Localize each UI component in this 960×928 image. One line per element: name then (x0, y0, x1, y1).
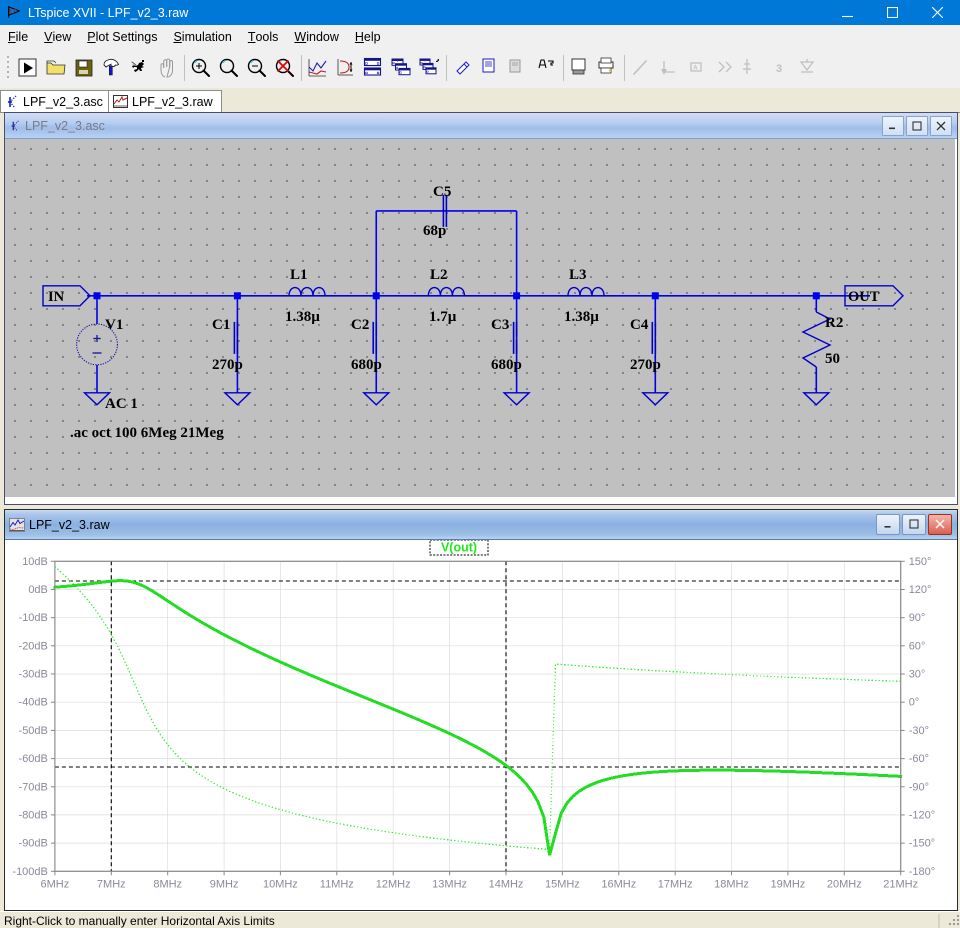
svg-text:1.7µ: 1.7µ (429, 309, 457, 325)
svg-text:LT: LT (8, 8, 17, 15)
svg-text:-40dB: -40dB (19, 697, 48, 709)
svg-text:0°: 0° (909, 697, 920, 709)
svg-text:16MHz: 16MHz (601, 878, 636, 890)
svg-text:90°: 90° (909, 612, 926, 624)
svg-text:150°: 150° (909, 556, 932, 568)
svg-text:10MHz: 10MHz (263, 878, 298, 890)
svg-text:13MHz: 13MHz (432, 878, 467, 890)
svg-text:7MHz: 7MHz (97, 878, 126, 890)
svg-text:V(out): V(out) (441, 541, 477, 555)
svg-text:6MHz: 6MHz (41, 878, 70, 890)
svg-text:680p: 680p (491, 357, 522, 373)
svg-text:1.38µ: 1.38µ (564, 309, 599, 325)
svg-text:19MHz: 19MHz (770, 878, 805, 890)
svg-text:270p: 270p (212, 357, 243, 373)
svg-text:L3: L3 (569, 267, 587, 283)
svg-text:AC 1: AC 1 (105, 396, 138, 412)
svg-text:11MHz: 11MHz (320, 878, 354, 890)
svg-text:-50dB: -50dB (19, 725, 48, 737)
svg-text:V1: V1 (105, 317, 123, 333)
svg-text:C4: C4 (630, 317, 649, 333)
svg-text:A: A (693, 65, 698, 71)
svg-text:120°: 120° (909, 584, 932, 596)
svg-text:18MHz: 18MHz (714, 878, 749, 890)
svg-text:-10dB: -10dB (19, 612, 48, 624)
svg-text:R2: R2 (825, 315, 843, 331)
svg-text:-70dB: -70dB (19, 781, 48, 793)
svg-text:9MHz: 9MHz (210, 878, 239, 890)
svg-text:10dB: 10dB (22, 556, 48, 568)
svg-text:-20dB: -20dB (19, 640, 48, 652)
svg-text:C1: C1 (212, 317, 230, 333)
svg-text:8MHz: 8MHz (153, 878, 182, 890)
svg-text:30°: 30° (909, 669, 926, 681)
svg-text:-80dB: -80dB (19, 809, 48, 821)
svg-text:C2: C2 (351, 317, 369, 333)
svg-text:270p: 270p (630, 357, 661, 373)
svg-text:-150°: -150° (909, 838, 935, 850)
svg-text:15MHz: 15MHz (545, 878, 580, 890)
svg-text:60°: 60° (909, 640, 926, 652)
svg-text:L2: L2 (430, 267, 448, 283)
svg-text:-180°: -180° (909, 866, 935, 878)
svg-text:OUT: OUT (848, 289, 880, 305)
svg-text:L1: L1 (290, 267, 308, 283)
svg-text:21MHz: 21MHz (883, 878, 918, 890)
svg-text:-30°: -30° (909, 725, 929, 737)
svg-text:20MHz: 20MHz (827, 878, 862, 890)
svg-text:0dB: 0dB (28, 584, 48, 596)
svg-text:12MHz: 12MHz (376, 878, 411, 890)
svg-text:-120°: -120° (909, 809, 935, 821)
svg-text:680p: 680p (351, 357, 382, 373)
svg-text:50: 50 (825, 351, 840, 367)
svg-text:-90°: -90° (909, 781, 929, 793)
svg-text:-30dB: -30dB (19, 669, 48, 681)
svg-text:14MHz: 14MHz (489, 878, 524, 890)
svg-text:3: 3 (776, 63, 782, 75)
svg-text:68p: 68p (423, 223, 446, 239)
svg-text:-100dB: -100dB (12, 866, 47, 878)
svg-text:.ac oct 100 6Meg 21Meg: .ac oct 100 6Meg 21Meg (70, 425, 224, 441)
svg-text:C3: C3 (491, 317, 509, 333)
svg-text:1.38µ: 1.38µ (285, 309, 320, 325)
svg-text:17MHz: 17MHz (658, 878, 693, 890)
svg-text:-60°: -60° (909, 753, 929, 765)
svg-text:-90dB: -90dB (19, 838, 48, 850)
svg-text:-60dB: -60dB (19, 753, 48, 765)
svg-text:IN: IN (48, 289, 65, 305)
svg-text:C5: C5 (433, 184, 451, 200)
